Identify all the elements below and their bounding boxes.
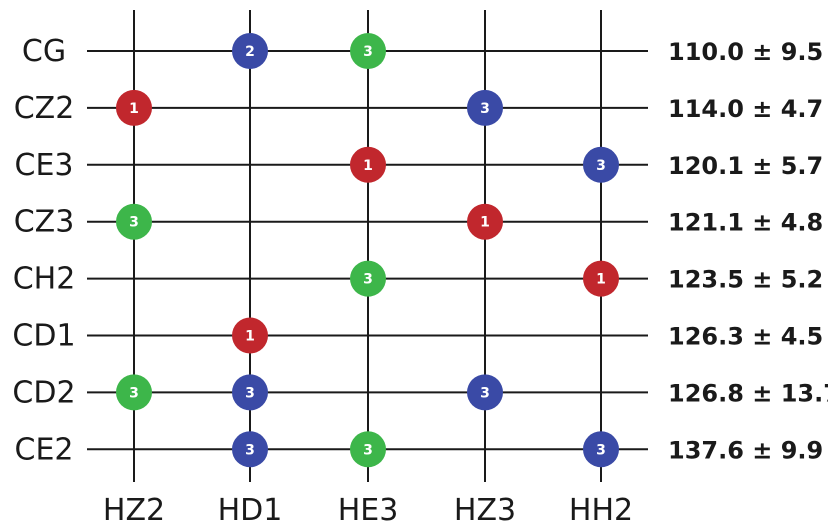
node-circle (467, 203, 503, 240)
correlation-node: 3 (116, 374, 152, 411)
correlation-node: 3 (116, 203, 152, 240)
correlation-nodes: 2 3 1 3 1 3 3 1 3 1 1 3 3 3 3 3 3 (116, 33, 619, 468)
node-count-label: 1 (363, 158, 373, 174)
shift-value-label: 110.0 ± 9.5 (668, 38, 823, 66)
node-count-label: 3 (596, 158, 606, 174)
node-circle (350, 146, 386, 183)
correlation-node: 1 (467, 203, 503, 240)
node-count-label: 3 (129, 215, 139, 231)
node-count-label: 1 (245, 329, 255, 345)
node-count-label: 3 (363, 272, 373, 288)
correlation-node: 2 (232, 33, 268, 69)
row-label: CD2 (12, 375, 75, 410)
node-circle (350, 33, 386, 69)
node-count-label: 3 (129, 385, 139, 401)
grid-lines (87, 10, 648, 482)
correlation-node: 1 (232, 317, 268, 354)
correlation-node: 3 (232, 431, 268, 468)
correlation-node: 3 (350, 33, 386, 69)
correlation-node: 1 (583, 260, 619, 297)
node-circle (350, 260, 386, 297)
correlation-node: 3 (350, 260, 386, 297)
node-count-label: 1 (129, 101, 139, 117)
value-labels: 110.0 ± 9.5 114.0 ± 4.7 120.1 ± 5.7 121.1 ±… (668, 38, 828, 464)
correlation-node: 3 (232, 374, 268, 411)
node-count-label: 1 (596, 272, 606, 288)
column-label: HZ3 (454, 493, 516, 528)
node-circle (232, 317, 268, 354)
node-count-label: 3 (363, 442, 373, 458)
node-circle (116, 203, 152, 240)
correlation-node: 3 (350, 431, 386, 468)
shift-value-label: 123.5 ± 5.2 (668, 266, 823, 294)
node-circle (583, 146, 619, 183)
node-count-label: 1 (480, 215, 490, 231)
shift-value-label: 120.1 ± 5.7 (668, 152, 823, 180)
node-circle (232, 374, 268, 411)
row-label: CE3 (15, 148, 74, 183)
shift-value-label: 126.3 ± 4.5 (668, 323, 823, 351)
column-label: HZ2 (103, 493, 165, 528)
shift-value-label: 114.0 ± 4.7 (668, 95, 823, 123)
row-label: CG (22, 34, 66, 69)
column-labels: HZ2 HD1 HE3 HZ3 HH2 (103, 493, 633, 528)
correlation-node: 3 (467, 374, 503, 411)
correlation-node: 1 (350, 146, 386, 183)
node-count-label: 3 (480, 101, 490, 117)
node-circle (116, 89, 152, 126)
node-circle (583, 260, 619, 297)
correlation-node: 3 (583, 431, 619, 468)
node-circle (350, 431, 386, 468)
row-label: CD1 (12, 319, 75, 354)
row-label: CZ3 (14, 205, 75, 240)
node-circle (467, 89, 503, 126)
row-label: CH2 (13, 262, 76, 297)
node-count-label: 3 (596, 442, 606, 458)
node-circle (583, 431, 619, 468)
node-count-label: 3 (245, 442, 255, 458)
shift-value-label: 137.6 ± 9.9 (668, 436, 823, 464)
correlation-node: 3 (583, 146, 619, 183)
column-label: HD1 (218, 493, 283, 528)
node-count-label: 3 (245, 385, 255, 401)
correlation-node: 3 (467, 89, 503, 126)
correlation-node: 1 (116, 89, 152, 126)
node-circle (467, 374, 503, 411)
node-count-label: 3 (480, 385, 490, 401)
node-count-label: 2 (245, 44, 255, 60)
node-count-label: 3 (363, 44, 373, 60)
node-circle (232, 33, 268, 69)
node-circle (116, 374, 152, 411)
column-label: HH2 (569, 493, 633, 528)
shift-value-label: 126.8 ± 13.7 (668, 379, 828, 407)
row-label: CZ2 (14, 91, 75, 126)
row-label: CE2 (15, 432, 74, 467)
row-labels: CG CZ2 CE3 CZ3 CH2 CD1 CD2 CE2 (12, 34, 75, 467)
column-label: HE3 (338, 493, 399, 528)
node-circle (232, 431, 268, 468)
shift-value-label: 121.1 ± 4.8 (668, 209, 823, 237)
